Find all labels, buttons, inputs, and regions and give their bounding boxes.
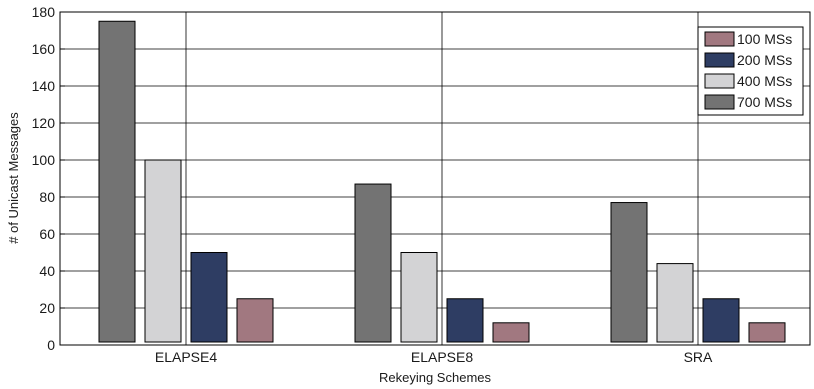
bar (401, 253, 437, 343)
x-axis-label: Rekeying Schemes (379, 370, 491, 385)
bar (237, 299, 273, 342)
legend-label: 400 MSs (737, 73, 792, 89)
legend-swatch (705, 53, 734, 67)
y-tick-label: 100 (32, 152, 56, 168)
legend: 100 MSs 200 MSs 400 MSs 700 MSs (698, 27, 803, 115)
bar (703, 299, 739, 342)
bar (657, 264, 693, 342)
legend-swatch (705, 74, 734, 88)
bar (191, 253, 227, 343)
bar (99, 21, 135, 342)
bar (611, 203, 647, 342)
legend-label: 700 MSs (737, 94, 792, 110)
x-tick-label: ELAPSE4 (155, 349, 217, 365)
bar (447, 299, 483, 342)
legend-label: 100 MSs (737, 31, 792, 47)
y-axis-label: # of Unicast Messages (6, 112, 21, 244)
y-tick-label: 120 (32, 115, 56, 131)
y-tick-label: 80 (39, 189, 55, 205)
y-tick-label: 180 (32, 4, 56, 20)
x-tick-label: ELAPSE8 (411, 349, 473, 365)
y-tick-label: 60 (39, 226, 55, 242)
y-tick-label: 160 (32, 41, 56, 57)
legend-label: 200 MSs (737, 52, 792, 68)
x-axis-ticks: ELAPSE4 ELAPSE8 SRA (155, 349, 713, 365)
legend-swatch (705, 95, 734, 109)
y-tick-label: 140 (32, 78, 56, 94)
y-tick-label: 0 (47, 337, 55, 353)
x-tick-label: SRA (684, 349, 713, 365)
bar (145, 160, 181, 342)
legend-swatch (705, 32, 734, 46)
bar (749, 323, 785, 342)
y-tick-label: 40 (39, 263, 55, 279)
bar (493, 323, 529, 342)
y-tick-label: 20 (39, 300, 55, 316)
bar (355, 184, 391, 342)
